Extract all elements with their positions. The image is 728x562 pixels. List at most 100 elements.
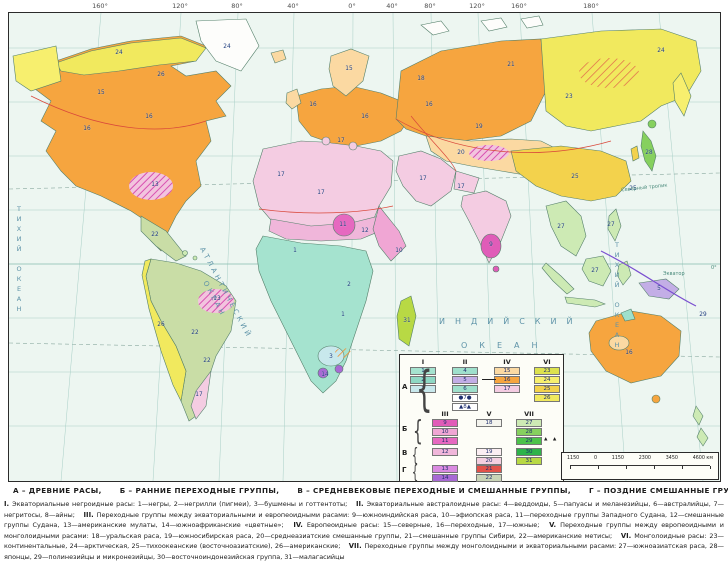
central-america: [140, 215, 187, 262]
legend-swatch: 5: [452, 376, 478, 384]
borneo: [581, 255, 612, 287]
legend-swatch: 30: [516, 448, 542, 456]
map-number-marker: 22: [151, 232, 159, 238]
legend-swatch: ●7●: [452, 394, 478, 402]
scale-tick: [654, 466, 655, 469]
map-number-marker: 23: [565, 94, 573, 100]
map-number-marker: 10: [395, 248, 403, 254]
legend-swatch: 21: [476, 465, 502, 473]
footer-race-entry: VI. Монголоидные расы: 23—континентальны…: [4, 531, 724, 551]
new-zealand-south: [696, 427, 709, 447]
scale-value: 1150: [567, 456, 580, 461]
java: [564, 296, 606, 308]
south-europe: [348, 141, 358, 151]
legend-swatch: 28: [516, 428, 542, 436]
map-number-marker: 16: [83, 126, 91, 132]
alaska: [12, 45, 62, 92]
map-number-marker: 17: [419, 176, 427, 182]
map-number-marker: 26: [157, 322, 165, 328]
legend-swatch: 18: [476, 419, 502, 427]
new-zealand-north: [692, 405, 704, 426]
map-number-marker: 15: [97, 90, 105, 96]
legend-swatch: 1: [410, 367, 436, 375]
legend-swatch: ▲8▲: [452, 403, 478, 411]
scale-bar: [570, 465, 711, 470]
russia-west: [395, 38, 547, 142]
korea: [630, 145, 640, 162]
legend-swatch: 2: [410, 376, 436, 384]
legend-group-letter: Б: [402, 425, 408, 433]
pacific-ocean-label-left: ТИХИЙ ОКЕАН: [15, 205, 23, 315]
caribbean-island: [182, 250, 188, 256]
map-number-marker: 24: [115, 50, 123, 56]
legend-swatch: 24: [534, 376, 560, 384]
longitude-tick-label: 160°: [511, 2, 527, 10]
world-map: [9, 13, 720, 481]
scale-tick: [626, 466, 627, 469]
map-number-marker: 25: [629, 186, 637, 192]
hokkaido: [647, 119, 657, 129]
map-number-marker: 24: [657, 48, 665, 54]
footer-header: А – ДРЕВНИЕ РАСЫ, Б – РАННИЕ ПЕРЕХОДНЫЕ Г…: [4, 486, 728, 495]
map-number-marker: 18: [417, 76, 425, 82]
sudan-belt: [268, 215, 386, 242]
longitude-tick-label: 0°: [348, 2, 356, 10]
footer-race-entry: V. Переходные группы между европеоидными…: [4, 521, 724, 540]
indian-ocean-label: ИНДИЙСКИЙ: [439, 317, 583, 326]
greenland: [195, 18, 260, 72]
africa-equatorial: [255, 235, 374, 394]
legend-swatch: 11: [432, 437, 458, 445]
map-number-marker: 27: [591, 268, 599, 274]
map-number-marker: 1: [293, 248, 297, 254]
footer-group-title: Б – РАННИЕ ПЕРЕХОДНЫЕ ГРУППЫ,: [119, 486, 280, 495]
map-number-marker: 5: [657, 286, 661, 292]
continents: [12, 15, 709, 447]
us-southeast-mulatto: [129, 172, 173, 200]
philippines: [607, 208, 622, 242]
footer-group-title: А – ДРЕВНИЕ РАСЫ,: [13, 486, 102, 495]
footer-race-entry: IV. Европеоидные расы: 15—северные, 16—п…: [293, 521, 544, 530]
map-number-marker: 20: [457, 150, 465, 156]
map-number-marker: 17: [457, 184, 465, 190]
central-asia-mixed: [469, 145, 509, 161]
map-number-marker: 16: [361, 114, 369, 120]
footer-group-title: Г – ПОЗДНИЕ СМЕШАННЫЕ ГРУППЫ: [588, 486, 728, 495]
longitude-tick-label: 120°: [469, 2, 485, 10]
map-number-marker: 17: [317, 190, 325, 196]
south-europe: [321, 136, 331, 146]
middle-east: [395, 150, 457, 207]
japan: [640, 130, 657, 172]
legend-group-brace: {: [413, 414, 423, 447]
legend-column-header: IV: [503, 358, 511, 366]
indochina: [545, 200, 587, 257]
australia-north-tip: [620, 308, 636, 322]
longitude-tick-label: 180°: [583, 2, 599, 10]
legend-group-letter: Г: [402, 466, 407, 474]
andes-strip: [141, 258, 187, 402]
scale-value: 0: [593, 456, 598, 461]
map-number-marker: 16: [145, 114, 153, 120]
map-number-marker: 26: [157, 72, 165, 78]
legend-triangles-symbol: ▲ ▲: [544, 437, 559, 442]
scale-value: 3450: [665, 456, 678, 461]
group-vii-boundary: [600, 250, 697, 307]
brazil-mulatto: [198, 289, 234, 313]
map-number-marker: 13: [213, 296, 221, 302]
scale-tick: [570, 466, 571, 469]
legend-swatch: 13: [432, 465, 458, 473]
west-sudan-group: [332, 213, 356, 237]
map-number-marker: 16: [425, 102, 433, 108]
map-number-marker: 19: [475, 124, 483, 130]
footer-group-title: В – СРЕДНЕВЕКОВЫЕ ПЕРЕХОДНЫЕ И СМЕШАННЫЕ…: [297, 486, 571, 495]
longitude-tick-label: 40°: [386, 2, 398, 10]
map-number-marker: 27: [607, 222, 615, 228]
map-number-marker: 29: [699, 312, 707, 318]
map-number-marker: 22: [203, 358, 211, 364]
footer-race-entry: II. Экваториальные австралоидные расы: 4…: [4, 500, 724, 519]
britain: [285, 88, 302, 110]
map-number-marker: 17: [337, 138, 345, 144]
map-number-marker: 13: [151, 182, 159, 188]
map-number-marker: 11: [339, 222, 347, 228]
map-number-marker: 31: [403, 318, 411, 324]
map-number-marker: 17: [195, 392, 203, 398]
